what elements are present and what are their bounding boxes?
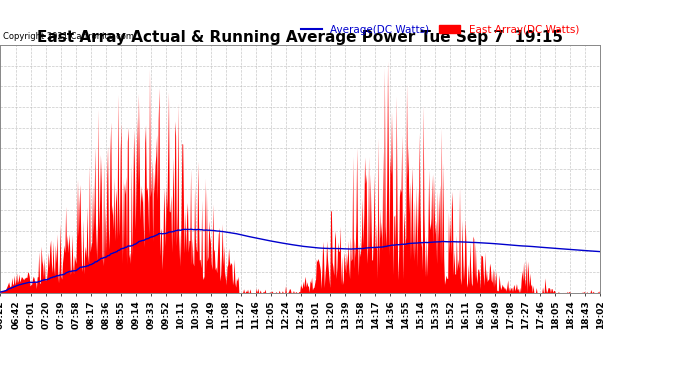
Legend: Average(DC Watts), East Array(DC Watts): Average(DC Watts), East Array(DC Watts) — [297, 21, 583, 39]
Title: East Array Actual & Running Average Power Tue Sep 7  19:15: East Array Actual & Running Average Powe… — [37, 30, 563, 45]
Text: Copyright 2021 Cartronics.com: Copyright 2021 Cartronics.com — [3, 32, 135, 41]
